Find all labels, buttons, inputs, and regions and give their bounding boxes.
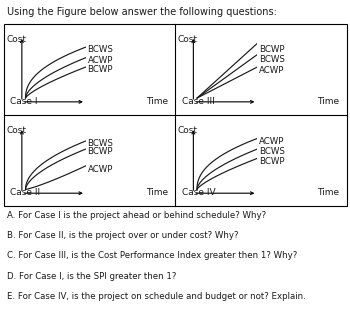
Text: A. For Case I is the project ahead or behind schedule? Why?: A. For Case I is the project ahead or be… [7, 211, 266, 220]
Text: Cost: Cost [6, 126, 26, 135]
Text: Time: Time [317, 97, 339, 106]
Text: Cost: Cost [177, 126, 197, 135]
Text: B. For Case II, is the project over or under cost? Why?: B. For Case II, is the project over or u… [7, 231, 238, 240]
Text: BCWS: BCWS [259, 147, 285, 157]
Text: Using the Figure below answer the following questions:: Using the Figure below answer the follow… [7, 7, 277, 17]
Text: BCWS: BCWS [259, 55, 285, 64]
Text: Case IV: Case IV [182, 188, 216, 197]
Text: Time: Time [146, 188, 168, 197]
Text: BCWP: BCWP [259, 45, 285, 54]
Text: Cost: Cost [177, 35, 197, 43]
Text: ACWP: ACWP [259, 137, 285, 146]
Text: BCWS: BCWS [88, 45, 113, 54]
Text: C. For Case III, is the Cost Performance Index greater then 1? Why?: C. For Case III, is the Cost Performance… [7, 251, 297, 261]
Text: Time: Time [317, 188, 339, 197]
Text: Cost: Cost [6, 35, 26, 43]
Text: BCWP: BCWP [88, 147, 113, 157]
Text: Time: Time [146, 97, 168, 106]
Text: ACWP: ACWP [88, 56, 113, 65]
Text: E. For Case IV, is the project on schedule and budget or not? Explain.: E. For Case IV, is the project on schedu… [7, 292, 306, 301]
Text: Case III: Case III [182, 97, 215, 106]
Text: Case II: Case II [10, 188, 41, 197]
Text: BCWP: BCWP [259, 157, 285, 166]
Text: ACWP: ACWP [88, 165, 113, 174]
Text: ACWP: ACWP [259, 66, 285, 75]
Text: D. For Case I, is the SPI greater then 1?: D. For Case I, is the SPI greater then 1… [7, 272, 176, 281]
Text: BCWP: BCWP [88, 65, 113, 74]
Text: Case I: Case I [10, 97, 38, 106]
Text: BCWS: BCWS [88, 140, 113, 148]
